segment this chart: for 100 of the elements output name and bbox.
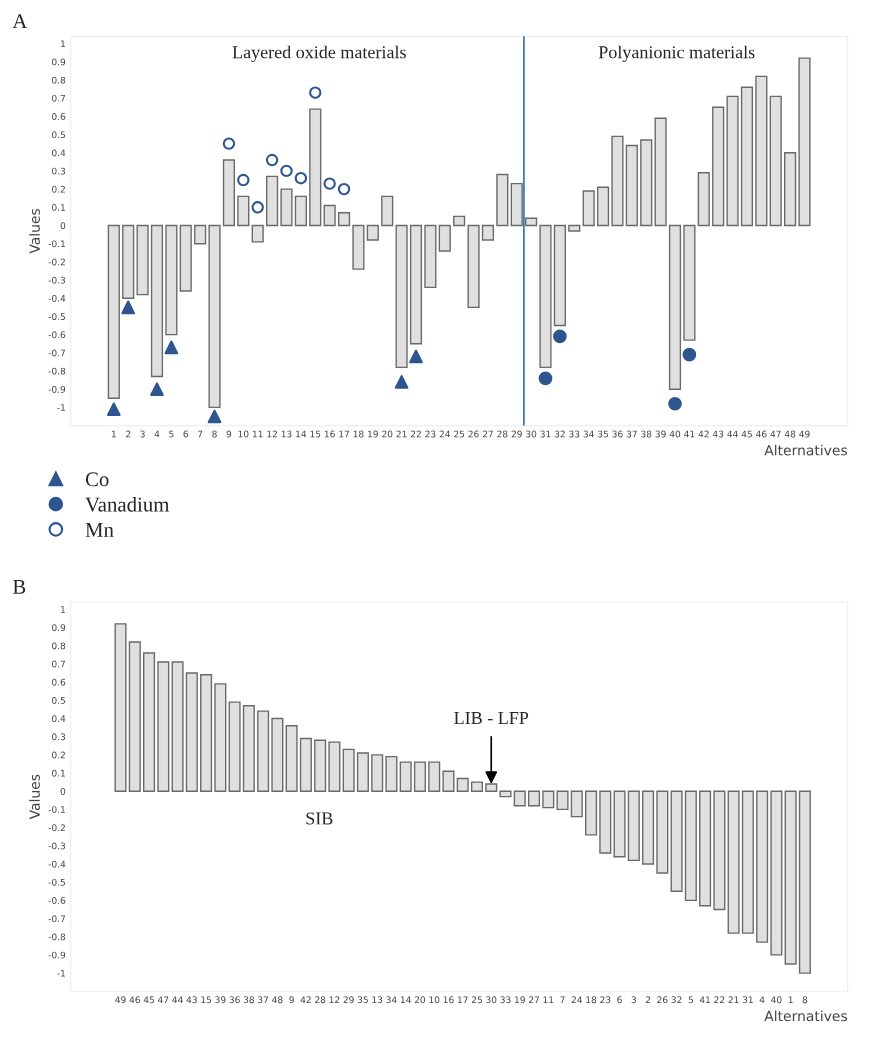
y-tick-label: 1: [61, 40, 65, 48]
bar: [342, 748, 355, 792]
bar: [585, 790, 598, 836]
x-tick-label: 21: [728, 996, 739, 1004]
y-tick-label: 0.6: [52, 113, 66, 120]
x-tick-label: 35: [357, 996, 368, 1004]
x-tick-label: 27: [528, 996, 539, 1004]
x-tick-label: 9: [289, 996, 294, 1004]
x-tick-label: 11: [543, 996, 554, 1004]
x-tick-label: 23: [600, 996, 611, 1004]
bar: [570, 790, 583, 818]
bar: [740, 86, 754, 227]
bar: [424, 224, 437, 289]
annotation: Polyanionic materials: [598, 45, 755, 63]
y-tick-label: -1: [57, 404, 65, 411]
y-tick-label: 0.7: [52, 94, 66, 102]
x-tick-label: 13: [372, 996, 383, 1004]
bar: [670, 790, 683, 892]
point: [682, 347, 697, 362]
x-tick-label: 9: [226, 430, 232, 438]
point: [207, 409, 222, 424]
bar: [625, 144, 638, 227]
x-tick-label: 5: [688, 996, 693, 1004]
bar: [309, 108, 322, 227]
bar: [299, 737, 312, 792]
point: [323, 177, 336, 190]
x-tick-label: 28: [497, 430, 508, 438]
bar: [613, 790, 626, 858]
bar: [798, 57, 811, 227]
bar: [242, 705, 255, 792]
x-tick-label: 26: [657, 996, 668, 1004]
x-tick-label: 33: [569, 430, 580, 438]
y-tick-label: 0.4: [52, 715, 66, 723]
y-tick-label: -0.3: [48, 842, 66, 850]
bar: [596, 186, 610, 227]
x-tick-label: 10: [238, 430, 249, 438]
bar: [128, 641, 141, 792]
bar: [684, 790, 697, 902]
point: [164, 340, 179, 355]
bar: [769, 95, 782, 227]
point: [121, 300, 136, 315]
bar: [150, 224, 164, 378]
bar: [214, 683, 227, 792]
y-tick-label: -0.9: [48, 385, 66, 393]
x-tick-label: 15: [310, 430, 321, 438]
x-tick-label: 38: [243, 996, 254, 1004]
bar: [481, 224, 495, 241]
bar: [654, 117, 667, 227]
bar: [385, 755, 398, 792]
bar: [271, 717, 284, 792]
y-tick-label: 0.9: [52, 624, 66, 632]
y-tick-label: -0.1: [48, 240, 65, 248]
bar: [726, 95, 739, 227]
x-tick-label: 14: [296, 430, 307, 438]
x-axis-title: Alternatives: [764, 1010, 847, 1022]
x-tick-label: 20: [382, 430, 393, 438]
bar: [280, 188, 293, 227]
x-tick-label: 3: [140, 430, 145, 438]
bar: [525, 217, 538, 227]
point: [394, 375, 409, 389]
point: [150, 382, 164, 397]
x-tick-label: 14: [400, 996, 411, 1004]
legend-label: Mn: [85, 523, 114, 537]
bar: [107, 224, 120, 399]
bar: [510, 182, 523, 227]
y-tick-label: 0.4: [52, 149, 66, 157]
x-tick-label: 31: [742, 996, 753, 1004]
x-tick-label: 20: [414, 996, 426, 1004]
bar: [366, 224, 379, 241]
bar: [114, 623, 127, 792]
x-tick-label: 29: [511, 430, 522, 438]
annotation: LIB - LFP: [454, 712, 529, 724]
point: [538, 371, 553, 386]
bar: [699, 790, 712, 907]
y-tick-label: -0.2: [48, 824, 65, 832]
x-tick-label: 24: [571, 996, 583, 1004]
bar: [697, 172, 710, 227]
y-tick-label: -0.8: [48, 933, 66, 941]
y-tick-label: 0.2: [52, 751, 65, 759]
x-tick-label: 6: [183, 430, 189, 438]
y-tick-label: 0: [60, 787, 66, 795]
bar: [784, 152, 797, 227]
x-tick-label: 1: [111, 430, 116, 438]
bar: [513, 790, 526, 807]
y-tick-label: -0.5: [48, 313, 65, 320]
x-tick-label: 36: [229, 996, 240, 1004]
x-tick-label: 48: [272, 996, 283, 1004]
x-tick-label: 48: [784, 430, 796, 438]
y-tick-label: -0.6: [48, 331, 66, 339]
x-tick-label: 22: [714, 996, 725, 1004]
bar: [539, 224, 552, 369]
x-tick-label: 8: [212, 430, 217, 438]
x-tick-label: 18: [353, 430, 364, 438]
bar: [611, 135, 624, 227]
point: [280, 164, 293, 178]
chart-title: B: [12, 580, 26, 594]
bar: [409, 224, 423, 345]
y-axis-title: Values: [29, 774, 40, 820]
point: [251, 201, 264, 214]
x-tick-label: 22: [410, 430, 421, 438]
